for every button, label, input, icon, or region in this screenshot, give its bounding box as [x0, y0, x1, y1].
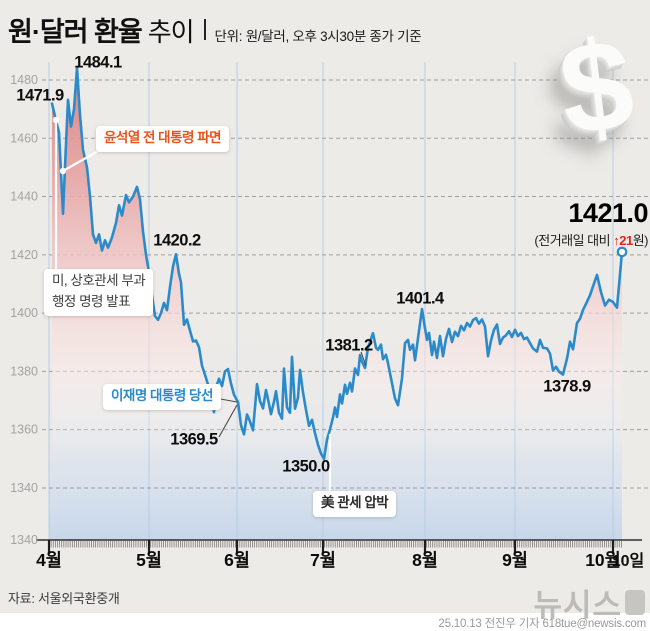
- y-tick-label: 1460: [10, 131, 38, 145]
- newsis-logo-text: 뉴시스: [533, 588, 622, 623]
- daily-change-prefix: (전거래일 대비: [534, 233, 614, 248]
- y-tick-label: 1340: [10, 481, 38, 495]
- callout-dot: [52, 116, 60, 124]
- x-month-label: 8월: [412, 550, 438, 570]
- title-divider: [203, 19, 206, 40]
- axis-labels: 1480 1460 1440 1420 1400 1380 1360 1340 1340 4월 5월…: [10, 73, 644, 570]
- callout-line: [360, 351, 367, 367]
- x-month-label: 6월: [224, 550, 250, 570]
- data-source: 자료: 서울외국환중개: [8, 591, 120, 606]
- x-end-day-label: 10일: [612, 552, 645, 570]
- y-tick-label: 1480: [10, 73, 38, 87]
- current-rate: 1421.0: [568, 198, 648, 228]
- y-tick-label: 1420: [10, 248, 38, 262]
- up-arrow-icon: ↑: [613, 233, 620, 248]
- x-month-label: 7월: [310, 550, 336, 570]
- current-value-block: 1421.0 (전거래일 대비 ↑21원): [534, 198, 648, 249]
- callout-line: [62, 149, 101, 172]
- daily-change-suffix: 원): [632, 233, 649, 248]
- callout-dot: [59, 167, 67, 175]
- newsis-logo: 뉴시스: [533, 580, 645, 625]
- last-point-marker: [616, 246, 628, 258]
- unit-note: 단위: 원/달러, 오후 3시30분 종가 기준: [214, 29, 422, 44]
- newsis-logo-block-icon: [625, 590, 645, 615]
- rate-line: [50, 66, 624, 461]
- footer-white-strip: [0, 613, 650, 631]
- page-title-strong: 원·달러 환율: [8, 17, 143, 47]
- minor-ticks: [48, 541, 622, 548]
- daily-change-value: 21: [619, 233, 633, 248]
- byline-credit: 25.10.13 전진우 기자 618tue@newsis.com: [438, 618, 646, 630]
- x-month-label: 4월: [36, 550, 62, 570]
- month-ticks: [47, 540, 615, 554]
- x-axis: [36, 539, 642, 554]
- rate-line-path: [50, 66, 624, 461]
- x-month-label: 10월: [585, 550, 621, 570]
- rate-area-fill: [52, 68, 622, 540]
- y-tick-label: 1400: [10, 306, 38, 320]
- area-fill: [52, 68, 622, 540]
- y-tick-label: 1440: [10, 190, 38, 204]
- page-title-light: 추이: [147, 17, 195, 47]
- y-tick-label: 1360: [10, 423, 38, 437]
- y-baseline-label: 1340: [10, 533, 38, 547]
- x-month-label: 9월: [502, 550, 528, 570]
- chart-header: 원·달러 환율 추이 단위: 원/달러, 오후 3시30분 종가 기준: [8, 10, 422, 49]
- y-tick-label: 1380: [10, 364, 38, 378]
- callout-line: [218, 404, 238, 438]
- x-month-label: 5월: [136, 550, 162, 570]
- daily-change: (전거래일 대비 ↑21원): [534, 230, 648, 249]
